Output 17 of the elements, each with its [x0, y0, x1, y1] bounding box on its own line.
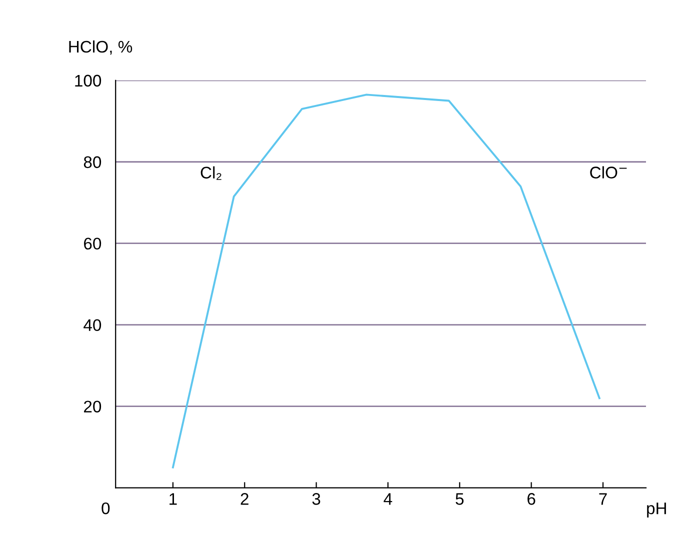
- x-tick-label: 1: [170, 493, 177, 505]
- x-tick-label: 7: [599, 493, 607, 505]
- x-tick-label: 2: [240, 493, 248, 505]
- x-tick-label: 6: [528, 493, 536, 505]
- annotation: Cl₂: [200, 166, 222, 180]
- y-tick-label: 60: [84, 238, 102, 250]
- y-tick-label: 80: [84, 156, 102, 168]
- y-tick-label: 20: [84, 400, 102, 412]
- text: 0: [102, 502, 110, 514]
- x-tick-label: 5: [456, 493, 464, 505]
- x-axis-title: pH: [647, 502, 666, 518]
- y-tick-label: 40: [84, 319, 102, 332]
- y-axis-title: HClO, %: [69, 40, 132, 55]
- x-tick-label: 3: [312, 493, 320, 505]
- x-tick-label: 4: [384, 493, 392, 505]
- y-tick-label: 100: [75, 74, 102, 87]
- annotation: ClO$^{−}$: [590, 166, 627, 178]
